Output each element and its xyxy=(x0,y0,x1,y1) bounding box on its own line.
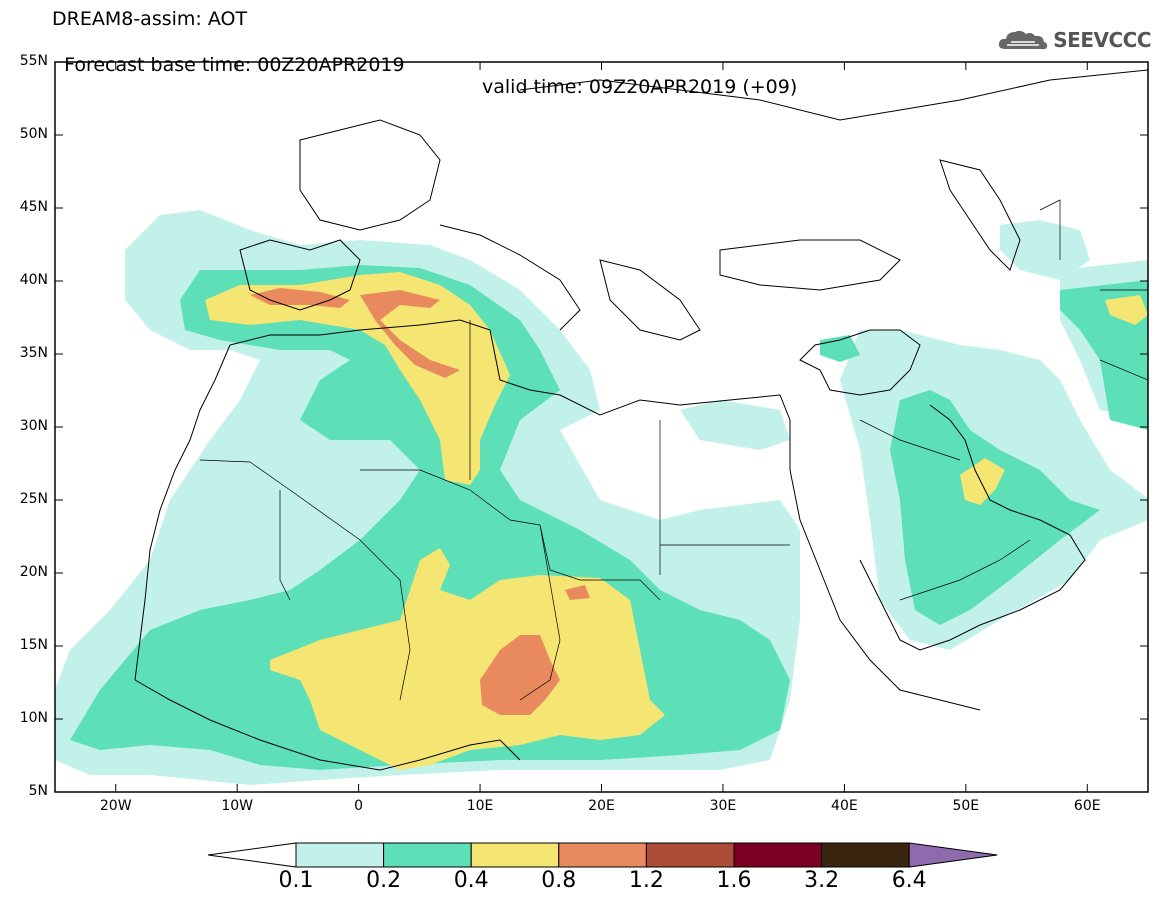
colorbar-swatch xyxy=(733,842,823,868)
aot-level-0-4 xyxy=(205,272,1148,770)
aot-level-0-8 xyxy=(250,288,590,715)
colorbar-under-arrow xyxy=(207,842,297,868)
colorbar-swatch xyxy=(295,842,385,868)
seevccc-logo: SEEVCCC xyxy=(997,26,1151,54)
lat-label: 35N xyxy=(19,345,48,361)
colorbar-label: 0.4 xyxy=(453,868,489,893)
lat-label: 55N xyxy=(19,53,48,69)
axis-ticks xyxy=(55,61,1148,793)
colorbar-swatch xyxy=(645,842,735,868)
colorbar-label: 0.2 xyxy=(366,868,402,893)
colorbar-swatch xyxy=(383,842,472,868)
lon-label: 50E xyxy=(952,798,980,814)
colorbar-label: 0.1 xyxy=(278,868,314,893)
lon-label: 30E xyxy=(709,798,737,814)
colorbar-label: 1.2 xyxy=(628,868,664,893)
colorbar-label: 3.2 xyxy=(804,868,840,893)
cloud-icon xyxy=(999,30,1048,50)
forecast-time-line: Forecast base time: 00Z20APR2019 valid t… xyxy=(52,32,797,98)
lon-label: 60E xyxy=(1073,798,1101,814)
lon-label: 0 xyxy=(354,798,364,814)
lat-label: 10N xyxy=(19,710,48,726)
colorbar-label: 6.4 xyxy=(891,868,927,893)
logo-text: SEEVCCC xyxy=(1053,28,1151,52)
colorbar-swatch xyxy=(558,842,647,868)
coastlines xyxy=(134,69,1148,771)
colorbar-label: 0.8 xyxy=(541,868,577,893)
colorbar-swatch xyxy=(470,842,560,868)
lon-label: 20E xyxy=(588,798,615,814)
country-borders xyxy=(199,199,1148,701)
lat-label: 25N xyxy=(19,491,48,507)
lon-label: 40E xyxy=(831,798,858,814)
lat-label: 40N xyxy=(19,272,48,288)
lat-label: 15N xyxy=(19,637,48,653)
colorbar-swatch xyxy=(821,842,910,868)
aot-field xyxy=(55,210,1148,785)
lon-label: 20W xyxy=(99,798,132,814)
lat-label: 20N xyxy=(19,564,48,580)
lat-label: 30N xyxy=(19,418,48,434)
lat-label: 50N xyxy=(19,126,48,142)
lat-label: 45N xyxy=(19,199,48,215)
lat-label: 5N xyxy=(28,783,48,799)
base-time: Forecast base time: 00Z20APR2019 xyxy=(64,54,405,76)
lon-label: 10E xyxy=(466,798,494,814)
colorbar-label: 1.6 xyxy=(716,868,752,893)
map-title: DREAM8-assim: AOT xyxy=(52,8,248,30)
colorbar-over-arrow xyxy=(908,842,998,868)
colorbar xyxy=(207,842,998,868)
lon-label: 10W xyxy=(221,798,253,814)
